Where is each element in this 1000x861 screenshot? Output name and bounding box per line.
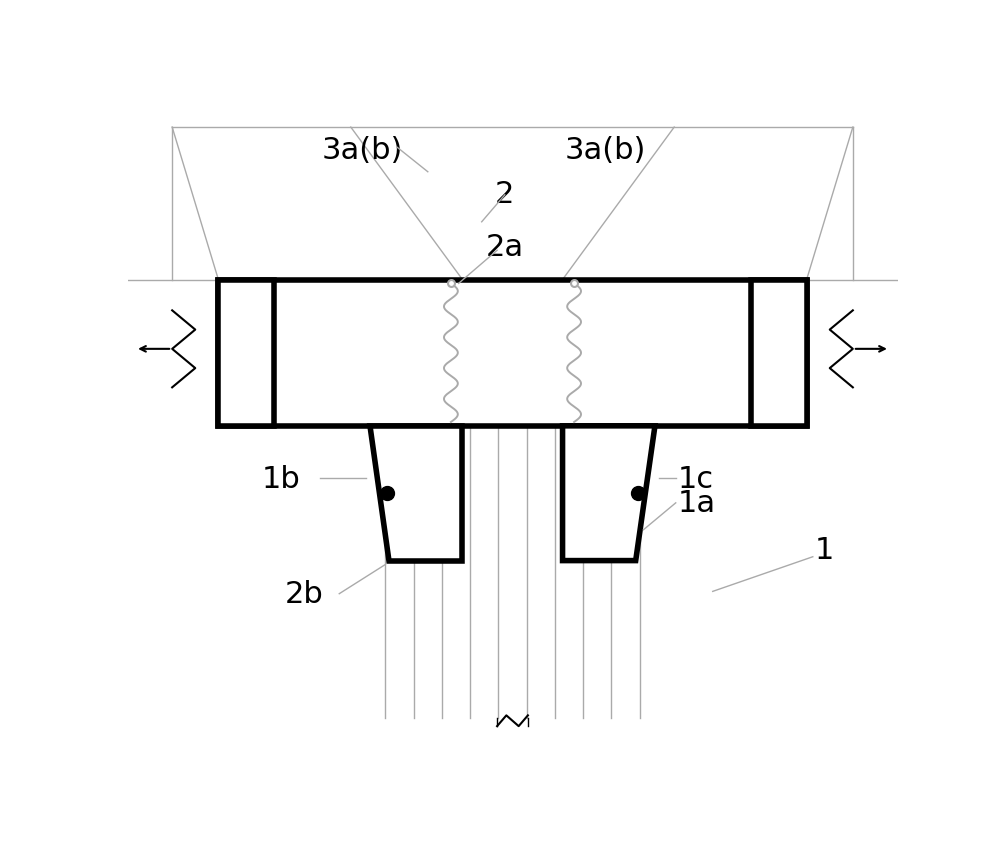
Text: 2a: 2a (486, 232, 524, 262)
Text: 1c: 1c (678, 464, 714, 493)
Text: 2: 2 (495, 180, 514, 209)
Polygon shape (218, 280, 274, 426)
Text: 1: 1 (815, 535, 834, 564)
Polygon shape (370, 426, 462, 561)
Text: 1b: 1b (262, 464, 301, 493)
Polygon shape (751, 280, 807, 426)
Polygon shape (218, 280, 807, 426)
Text: 3a(b): 3a(b) (322, 136, 403, 164)
Text: 1a: 1a (678, 489, 716, 517)
Text: 2b: 2b (285, 579, 324, 609)
Polygon shape (563, 426, 655, 561)
Text: 3a(b): 3a(b) (564, 136, 646, 164)
